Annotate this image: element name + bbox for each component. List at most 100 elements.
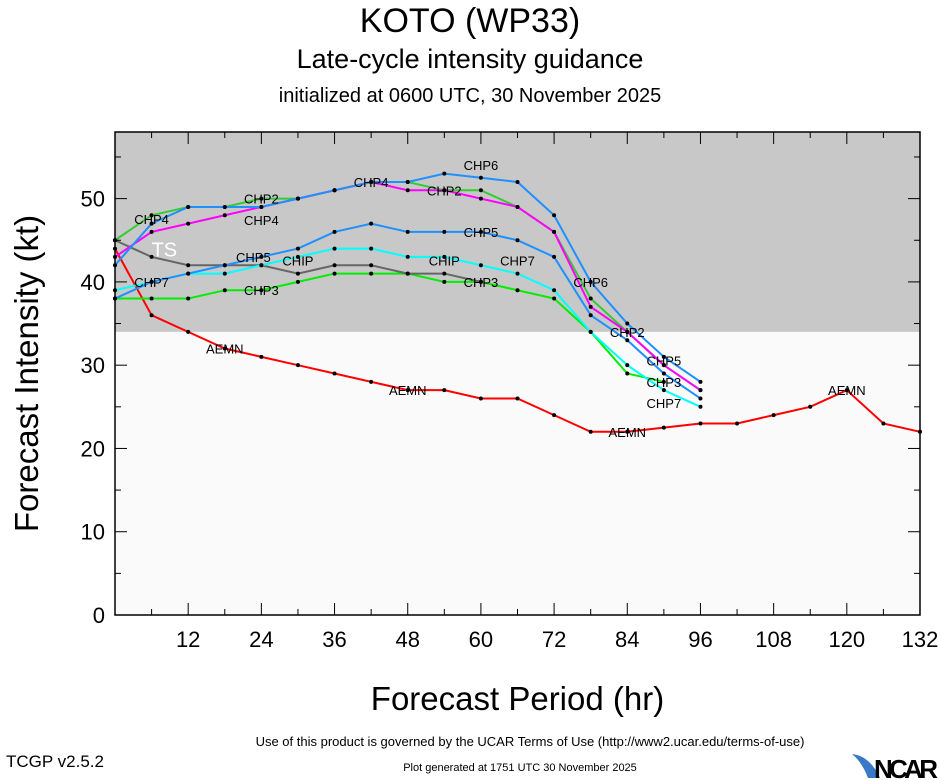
data-point-chp4 bbox=[442, 188, 447, 193]
data-point-aemn bbox=[332, 371, 337, 376]
series-label-aemn: AEMN bbox=[608, 425, 646, 440]
data-point-chp7 bbox=[295, 254, 300, 259]
y-tick-label: 30 bbox=[81, 353, 105, 378]
data-point-chp6 bbox=[259, 204, 264, 209]
y-tick-label: 20 bbox=[81, 436, 105, 461]
series-label-chp7: CHP7 bbox=[134, 275, 169, 290]
data-point-chp3 bbox=[222, 288, 227, 293]
data-point-chp7 bbox=[442, 254, 447, 259]
data-point-chp7 bbox=[698, 404, 703, 409]
series-label-chp7: CHP7 bbox=[500, 254, 535, 269]
data-point-chp4 bbox=[515, 204, 520, 209]
ts-region-label: TS bbox=[152, 240, 178, 262]
data-point-chp3 bbox=[369, 271, 374, 276]
data-point-chp6 bbox=[295, 196, 300, 201]
series-label-aemn: AEMN bbox=[206, 342, 244, 357]
data-point-chp3 bbox=[552, 296, 557, 301]
generated-time: Plot generated at 1751 UTC 30 November 2… bbox=[403, 762, 637, 774]
data-point-chp4 bbox=[625, 329, 630, 334]
data-point-chp6 bbox=[515, 179, 520, 184]
data-point-chp5 bbox=[478, 229, 483, 234]
data-point-chp7 bbox=[259, 263, 264, 268]
data-point-chp6 bbox=[442, 171, 447, 176]
y-tick-label: 0 bbox=[93, 603, 105, 628]
series-label-chip: CHIP bbox=[429, 254, 460, 269]
chart-title: KOTO (WP33) bbox=[359, 2, 581, 40]
series-label-chp5: CHP5 bbox=[236, 250, 271, 265]
x-tick-label: 48 bbox=[395, 627, 419, 652]
series-line-chp3 bbox=[115, 272, 665, 383]
data-point-chp3 bbox=[186, 296, 191, 301]
series-label-chip: CHIP bbox=[282, 254, 313, 269]
data-point-chp6 bbox=[478, 175, 483, 180]
data-point-aemn bbox=[625, 429, 630, 434]
data-point-chp5 bbox=[515, 238, 520, 243]
series-label-chp5: CHP5 bbox=[464, 225, 499, 240]
data-point-chp5 bbox=[552, 254, 557, 259]
data-point-chp5 bbox=[661, 371, 666, 376]
y-axis-label: Forecast Intensity (kt) bbox=[8, 215, 45, 532]
x-tick-label: 84 bbox=[615, 627, 639, 652]
y-tick-label: 10 bbox=[81, 520, 105, 545]
data-point-aemn bbox=[295, 363, 300, 368]
data-point-chp7 bbox=[625, 363, 630, 368]
data-point-chp7 bbox=[588, 329, 593, 334]
data-point-chp7 bbox=[515, 271, 520, 276]
x-tick-label: 24 bbox=[249, 627, 273, 652]
data-point-chip bbox=[369, 263, 374, 268]
data-point-chp5 bbox=[588, 313, 593, 318]
data-point-chp2 bbox=[588, 296, 593, 301]
data-point-chp5 bbox=[259, 254, 264, 259]
data-point-aemn bbox=[588, 429, 593, 434]
data-point-chp6 bbox=[698, 379, 703, 384]
data-point-chip bbox=[405, 271, 410, 276]
data-point-aemn bbox=[844, 388, 849, 393]
data-point-chip bbox=[186, 263, 191, 268]
x-axis-label: Forecast Period (hr) bbox=[371, 680, 664, 717]
x-tick-label: 120 bbox=[828, 627, 865, 652]
series-label-chp4: CHP4 bbox=[244, 213, 279, 228]
data-point-chip bbox=[295, 271, 300, 276]
data-point-chp7 bbox=[478, 263, 483, 268]
series-label-aemn: AEMN bbox=[828, 383, 866, 398]
x-tick-label: 12 bbox=[176, 627, 200, 652]
data-point-chp4 bbox=[186, 221, 191, 226]
data-point-aemn bbox=[515, 396, 520, 401]
data-point-chp5 bbox=[149, 279, 154, 284]
data-point-chp3 bbox=[515, 288, 520, 293]
x-tick-label: 72 bbox=[542, 627, 566, 652]
data-point-chp2 bbox=[259, 196, 264, 201]
data-point-chp6 bbox=[222, 204, 227, 209]
x-tick-label: 36 bbox=[322, 627, 346, 652]
data-point-chp4 bbox=[405, 188, 410, 193]
data-point-aemn bbox=[808, 404, 813, 409]
data-point-chp3 bbox=[332, 271, 337, 276]
data-point-chp7 bbox=[552, 288, 557, 293]
data-point-chip bbox=[149, 254, 154, 259]
series-label-chp5: CHP5 bbox=[647, 354, 682, 369]
data-point-chp6 bbox=[332, 188, 337, 193]
data-point-aemn bbox=[369, 379, 374, 384]
init-time: initialized at 0600 UTC, 30 November 202… bbox=[278, 85, 662, 107]
data-point-aemn bbox=[661, 425, 666, 430]
series-label-chp7: CHP7 bbox=[647, 396, 682, 411]
data-point-chp4 bbox=[552, 229, 557, 234]
data-point-chp4 bbox=[222, 213, 227, 218]
version-label: TCGP v2.5.2 bbox=[6, 752, 104, 771]
svg-text:NCAR: NCAR bbox=[874, 754, 938, 780]
data-point-aemn bbox=[149, 313, 154, 318]
chart-subtitle: Late-cycle intensity guidance bbox=[296, 44, 644, 74]
data-point-aemn bbox=[186, 329, 191, 334]
data-point-chp7 bbox=[369, 246, 374, 251]
data-point-chp5 bbox=[442, 229, 447, 234]
series-label-aemn: AEMN bbox=[389, 383, 427, 398]
data-point-aemn bbox=[222, 346, 227, 351]
data-point-aemn bbox=[259, 354, 264, 359]
data-point-chp6 bbox=[186, 204, 191, 209]
data-point-chp5 bbox=[625, 338, 630, 343]
data-point-chp3 bbox=[442, 279, 447, 284]
data-point-chp7 bbox=[222, 271, 227, 276]
y-tick-label: 40 bbox=[81, 270, 105, 295]
data-point-chp2 bbox=[149, 213, 154, 218]
